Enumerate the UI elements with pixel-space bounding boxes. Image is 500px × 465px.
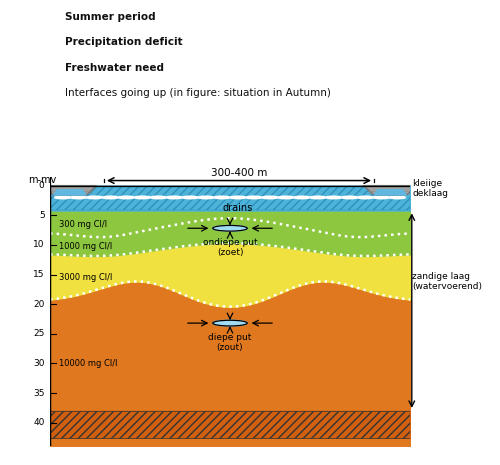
Circle shape xyxy=(166,196,182,199)
Text: kleilaag
(slechtdoorlatend): kleilaag (slechtdoorlatend) xyxy=(412,419,496,439)
Text: 5: 5 xyxy=(39,211,44,220)
Text: 0: 0 xyxy=(39,181,44,190)
Text: 300-400 m: 300-400 m xyxy=(211,168,267,178)
Circle shape xyxy=(212,226,248,231)
Circle shape xyxy=(262,196,278,199)
Text: diepe put
(zout): diepe put (zout) xyxy=(208,332,252,352)
Circle shape xyxy=(70,196,86,199)
Circle shape xyxy=(390,196,406,199)
Circle shape xyxy=(212,320,248,326)
Circle shape xyxy=(182,196,198,199)
Text: 40: 40 xyxy=(33,418,44,427)
Text: Freshwater need: Freshwater need xyxy=(65,63,164,73)
Circle shape xyxy=(150,196,166,199)
Text: 25: 25 xyxy=(33,329,44,338)
Circle shape xyxy=(86,196,102,199)
Circle shape xyxy=(54,196,70,199)
Text: drains: drains xyxy=(222,203,252,213)
Text: 30: 30 xyxy=(33,359,44,368)
Text: Precipitation deficit: Precipitation deficit xyxy=(65,37,182,47)
Circle shape xyxy=(374,196,390,199)
Text: 10: 10 xyxy=(33,240,44,249)
Circle shape xyxy=(278,196,293,199)
Circle shape xyxy=(342,196,357,199)
Circle shape xyxy=(246,196,262,199)
Text: Interfaces going up (in figure: situation in Autumn): Interfaces going up (in figure: situatio… xyxy=(65,88,331,99)
Circle shape xyxy=(102,196,118,199)
Circle shape xyxy=(118,196,134,199)
Circle shape xyxy=(230,196,246,199)
Circle shape xyxy=(310,196,326,199)
Text: 1000 mg Cl/l: 1000 mg Cl/l xyxy=(59,241,112,251)
Polygon shape xyxy=(374,190,406,195)
Bar xyxy=(50,186,410,211)
Text: ondiepe put
(zoet): ondiepe put (zoet) xyxy=(202,238,258,257)
Text: 15: 15 xyxy=(33,270,44,279)
Circle shape xyxy=(134,196,150,199)
Text: Summer period: Summer period xyxy=(65,12,156,22)
Polygon shape xyxy=(43,186,97,195)
Circle shape xyxy=(198,196,214,199)
Text: kleiige
deklaag: kleiige deklaag xyxy=(412,179,448,198)
Text: 10000 mg Cl/l: 10000 mg Cl/l xyxy=(59,359,118,368)
Text: 35: 35 xyxy=(33,389,44,398)
Text: 300 mg Cl/l: 300 mg Cl/l xyxy=(59,219,107,229)
Circle shape xyxy=(326,196,342,199)
Text: 20: 20 xyxy=(33,299,44,309)
Polygon shape xyxy=(363,186,417,195)
Bar xyxy=(50,411,410,438)
Text: 3000 mg Cl/l: 3000 mg Cl/l xyxy=(59,273,112,282)
Text: zandige laag
(watervoerend): zandige laag (watervoerend) xyxy=(412,272,482,291)
Polygon shape xyxy=(54,190,86,195)
Circle shape xyxy=(214,196,230,199)
Circle shape xyxy=(358,196,374,199)
Circle shape xyxy=(294,196,310,199)
Text: m-mv: m-mv xyxy=(28,175,56,185)
